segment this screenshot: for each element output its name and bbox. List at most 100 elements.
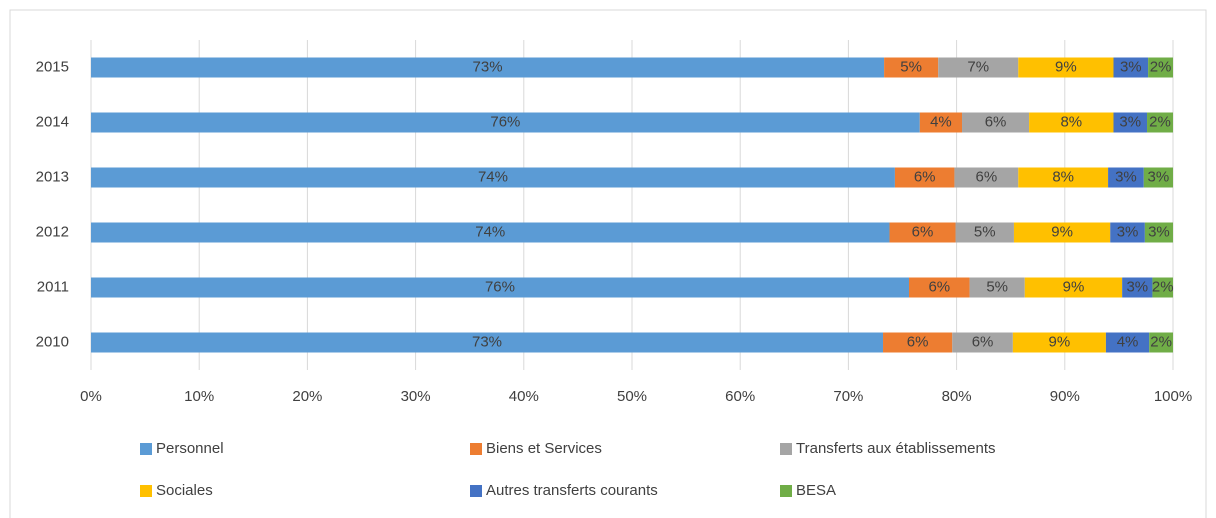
bar-segment [954,167,1019,188]
bar-segment [883,332,953,353]
data-label: 76% [485,278,515,295]
data-label: 6% [976,168,998,185]
bar-segment [1149,332,1173,353]
y-tick-label: 2011 [37,278,69,295]
bar-segment [1147,112,1173,133]
data-label: 5% [974,223,996,240]
data-label: 6% [914,168,936,185]
x-tick-label: 0% [80,388,102,405]
data-label: 4% [930,113,952,130]
data-label: 6% [972,333,994,350]
x-tick-label: 90% [1050,388,1080,405]
data-label: 8% [1052,168,1074,185]
bar-segment [1108,167,1144,188]
data-label: 2% [1149,113,1171,130]
legend-label: Biens et Services [486,440,602,457]
chart-frame [9,9,1207,518]
data-label: 76% [490,113,520,130]
x-tick-label: 40% [509,388,539,405]
x-tick-label: 10% [184,388,214,405]
legend-label: Autres transferts courants [486,482,658,499]
data-label: 3% [1119,113,1141,130]
legend-label: Transferts aux établissements [796,440,996,457]
legend-swatch [470,485,482,497]
data-label: 2% [1150,333,1172,350]
data-label: 3% [1115,168,1137,185]
data-label: 2% [1152,278,1174,295]
data-label: 2% [1150,58,1172,75]
data-label: 6% [912,223,934,240]
x-tick-label: 70% [833,388,863,405]
data-label: 74% [478,168,508,185]
bar-segment [91,222,890,243]
legend-label: Personnel [156,440,224,457]
legend-label: BESA [796,482,836,499]
x-tick-label: 20% [292,388,322,405]
bar-segment [1013,222,1111,243]
bar-segment [1024,277,1123,298]
bar-segment [884,57,939,78]
bar-segment [919,112,963,133]
bar-segment [1144,222,1173,243]
bar-segment [908,277,970,298]
data-label: 6% [985,113,1007,130]
bar-segment [969,277,1025,298]
bar-segment [952,332,1013,353]
data-label: 7% [967,58,989,75]
legend-swatch [140,485,152,497]
bar-segment [1122,277,1153,298]
data-label: 3% [1126,278,1148,295]
y-tick-label: 2012 [36,223,69,240]
data-label: 9% [1055,58,1077,75]
data-label: 3% [1120,58,1142,75]
bar-segment [1152,277,1173,298]
data-label: 9% [1049,333,1071,350]
bar-segment [91,167,895,188]
data-label: 3% [1117,223,1139,240]
data-label: 6% [907,333,929,350]
bar-segment [91,332,884,353]
legend-swatch [140,443,152,455]
bar-segment [1012,332,1106,353]
bar-segment [1113,112,1148,133]
bar-segment [889,222,956,243]
x-tick-label: 30% [401,388,431,405]
data-label: 9% [1063,278,1085,295]
data-label: 8% [1060,113,1082,130]
data-label: 6% [928,278,950,295]
x-tick-label: 100% [1154,388,1192,405]
x-tick-label: 80% [942,388,972,405]
bar-segment [955,222,1014,243]
x-tick-label: 60% [725,388,755,405]
y-tick-label: 2010 [36,333,69,350]
bar-segment [894,167,955,188]
bar-segment [1113,57,1149,78]
data-label: 3% [1148,168,1170,185]
legend-swatch [780,443,792,455]
bar-segment [91,57,885,78]
bar-segment [962,112,1030,133]
y-tick-label: 2014 [36,113,69,130]
bar-segment [1018,57,1114,78]
data-label: 73% [472,333,502,350]
bar-segment [1029,112,1114,133]
bar-segment [91,277,909,298]
data-label: 4% [1117,333,1139,350]
data-label: 74% [475,223,505,240]
data-label: 5% [986,278,1008,295]
data-label: 3% [1148,223,1170,240]
data-label: 9% [1051,223,1073,240]
legend-label: Sociales [156,482,213,499]
bar-segment [91,112,920,133]
bar-segment [1110,222,1145,243]
x-tick-label: 50% [617,388,647,405]
data-label: 5% [900,58,922,75]
y-tick-label: 2015 [36,58,69,75]
legend-swatch [780,485,792,497]
bar-segment [938,57,1019,78]
bar-segment [1143,167,1173,188]
bar-segment [1105,332,1150,353]
bar-segment [1148,57,1173,78]
y-tick-label: 2013 [36,168,69,185]
